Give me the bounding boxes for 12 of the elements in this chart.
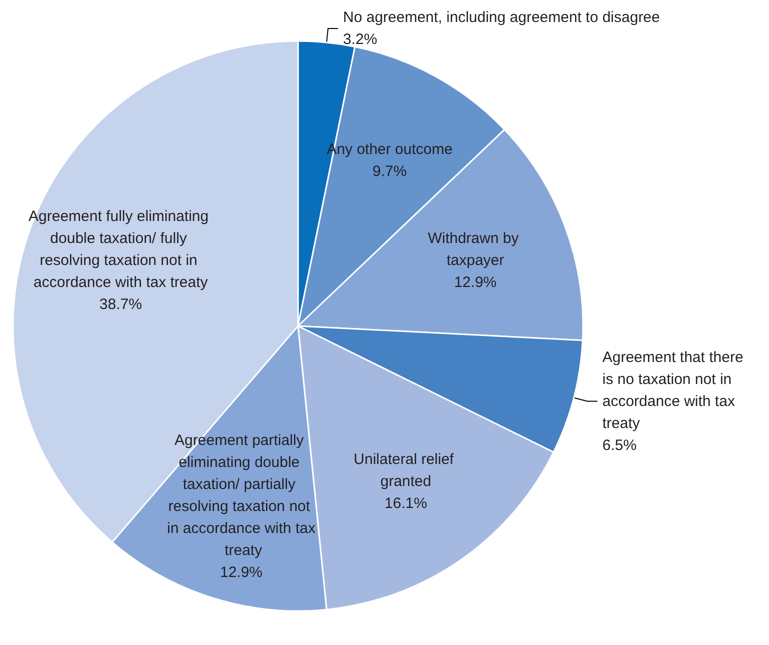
data-label: 9.7%	[372, 163, 407, 180]
slice-label: Unilateral relief granted	[354, 450, 458, 490]
slice-label: Withdrawn by taxpayer	[428, 230, 523, 269]
slice-label: Agreement fully eliminating double taxation/ fully resolving taxation not in accordance with tax treaty	[28, 208, 213, 291]
slice-label: No agreement, including agreement to disagree	[343, 9, 660, 26]
data-label: 3.2%	[343, 31, 378, 48]
data-label: 6.5%	[602, 436, 637, 454]
data-label: 38.7%	[99, 296, 142, 313]
data-label: 16.1%	[384, 494, 428, 512]
slice-label: Agreement that there is no taxation not in accordance with tax treaty	[602, 348, 748, 432]
data-label: 12.9%	[220, 564, 263, 581]
data-label: 12.9%	[454, 274, 497, 291]
